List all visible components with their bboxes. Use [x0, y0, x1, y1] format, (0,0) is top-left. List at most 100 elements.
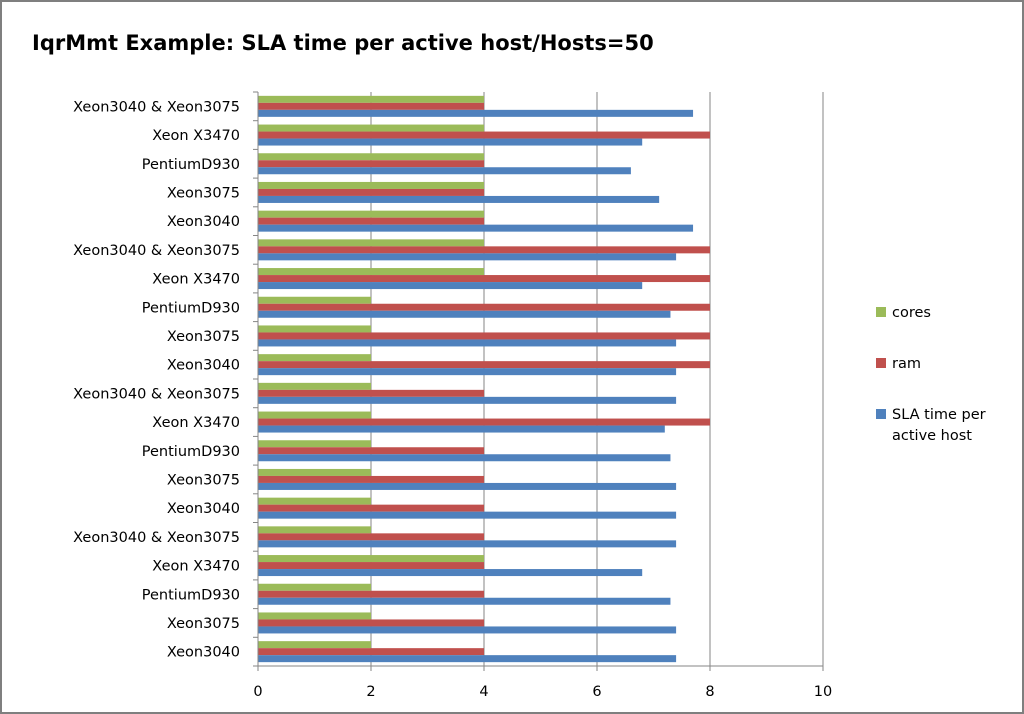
bar-ram — [258, 102, 484, 110]
bar-ram — [258, 275, 710, 283]
bar-sla-time-per-active-host — [258, 655, 677, 663]
bar-cores — [258, 296, 371, 304]
bar-ram — [258, 562, 484, 570]
bar-cores — [258, 583, 371, 591]
category-label: Xeon3075 — [167, 616, 240, 632]
bar-cores — [258, 382, 371, 390]
bar-sla-time-per-active-host — [258, 224, 694, 232]
bar-ram — [258, 217, 484, 225]
bar-ram — [258, 648, 484, 656]
bar-sla-time-per-active-host — [258, 253, 677, 261]
bar-sla-time-per-active-host — [258, 540, 677, 548]
bar-sla-time-per-active-host — [258, 109, 694, 117]
category-labels: Xeon3040 & Xeon3075 Xeon X3470 PentiumD930… — [73, 91, 258, 661]
bar-sla-time-per-active-host — [258, 396, 677, 404]
bar-ram — [258, 361, 710, 369]
x-tick-label: 8 — [705, 684, 714, 700]
bars — [258, 95, 710, 663]
bar-cores — [258, 239, 484, 247]
bar-sla-time-per-active-host — [258, 425, 665, 433]
bar-sla-time-per-active-host — [258, 282, 643, 290]
bar-cores — [258, 641, 371, 649]
bar-ram — [258, 188, 484, 196]
bar-ram — [258, 389, 484, 397]
bar-cores — [258, 210, 484, 218]
bar-cores — [258, 612, 371, 620]
category-label: Xeon3040 & Xeon3075 — [73, 530, 240, 546]
bar-cores — [258, 411, 371, 419]
category-label: PentiumD930 — [142, 300, 240, 316]
bar-ram — [258, 447, 484, 455]
bar-ram — [258, 475, 484, 483]
legend-swatch — [876, 409, 886, 419]
bar-cores — [258, 555, 484, 563]
category-label: Xeon3040 & Xeon3075 — [73, 99, 240, 115]
bar-cores — [258, 354, 371, 362]
bar-sla-time-per-active-host — [258, 310, 671, 318]
bar-sla-time-per-active-host — [258, 482, 677, 490]
bar-ram — [258, 332, 710, 340]
bar-ram — [258, 590, 484, 598]
legend-label: SLA time per active host — [892, 407, 986, 444]
bar-ram — [258, 504, 484, 512]
x-tick-label: 0 — [253, 684, 262, 700]
x-tick-label: 10 — [814, 684, 832, 700]
category-label: Xeon3040 — [167, 501, 240, 517]
bar-sla-time-per-active-host — [258, 368, 677, 376]
bar-sla-time-per-active-host — [258, 511, 677, 519]
bar-cores — [258, 95, 484, 103]
category-label: PentiumD930 — [142, 444, 240, 460]
bar-ram — [258, 246, 710, 254]
legend-label: ram — [892, 356, 921, 372]
category-label: Xeon X3470 — [152, 128, 240, 144]
chart-title: IqrMmt Example: SLA time per active host… — [32, 31, 654, 55]
bar-cores — [258, 268, 484, 276]
category-label: Xeon X3470 — [152, 272, 240, 288]
bar-ram — [258, 619, 484, 627]
bar-ram — [258, 533, 484, 541]
legend: cores ram SLA time per active host — [876, 305, 986, 444]
bar-sla-time-per-active-host — [258, 597, 671, 605]
bar-sla-time-per-active-host — [258, 569, 643, 577]
bar-cores — [258, 124, 484, 132]
x-axis-ticks: 0 2 4 6 8 10 — [253, 666, 832, 700]
bar-ram — [258, 131, 710, 139]
category-label: Xeon3040 & Xeon3075 — [73, 243, 240, 259]
bar-cores — [258, 526, 371, 534]
gridlines — [370, 92, 824, 666]
bar-cores — [258, 153, 484, 161]
bar-cores — [258, 181, 484, 189]
bar-sla-time-per-active-host — [258, 167, 631, 175]
bar-cores — [258, 468, 371, 476]
category-label: Xeon3075 — [167, 329, 240, 345]
bar-cores — [258, 497, 371, 505]
bar-sla-time-per-active-host — [258, 626, 677, 634]
category-label: PentiumD930 — [142, 587, 240, 603]
bar-cores — [258, 325, 371, 333]
category-label: Xeon3040 & Xeon3075 — [73, 386, 240, 402]
bar-cores — [258, 440, 371, 448]
category-label: Xeon3040 — [167, 358, 240, 374]
bar-ram — [258, 303, 710, 311]
bar-sla-time-per-active-host — [258, 454, 671, 462]
legend-label: cores — [892, 305, 931, 321]
category-label: Xeon3075 — [167, 185, 240, 201]
x-tick-label: 2 — [366, 684, 375, 700]
category-label: Xeon3040 — [167, 214, 240, 230]
category-label: Xeon3075 — [167, 472, 240, 488]
category-label: Xeon X3470 — [152, 559, 240, 575]
legend-swatch — [876, 358, 886, 368]
x-tick-label: 6 — [592, 684, 601, 700]
bar-sla-time-per-active-host — [258, 138, 643, 146]
bar-ram — [258, 160, 484, 168]
category-label: PentiumD930 — [142, 157, 240, 173]
bar-ram — [258, 418, 710, 426]
bar-sla-time-per-active-host — [258, 339, 677, 347]
legend-swatch — [876, 307, 886, 317]
bar-sla-time-per-active-host — [258, 195, 660, 203]
category-label: Xeon3040 — [167, 645, 240, 661]
category-label: Xeon X3470 — [152, 415, 240, 431]
x-tick-label: 4 — [479, 684, 488, 700]
